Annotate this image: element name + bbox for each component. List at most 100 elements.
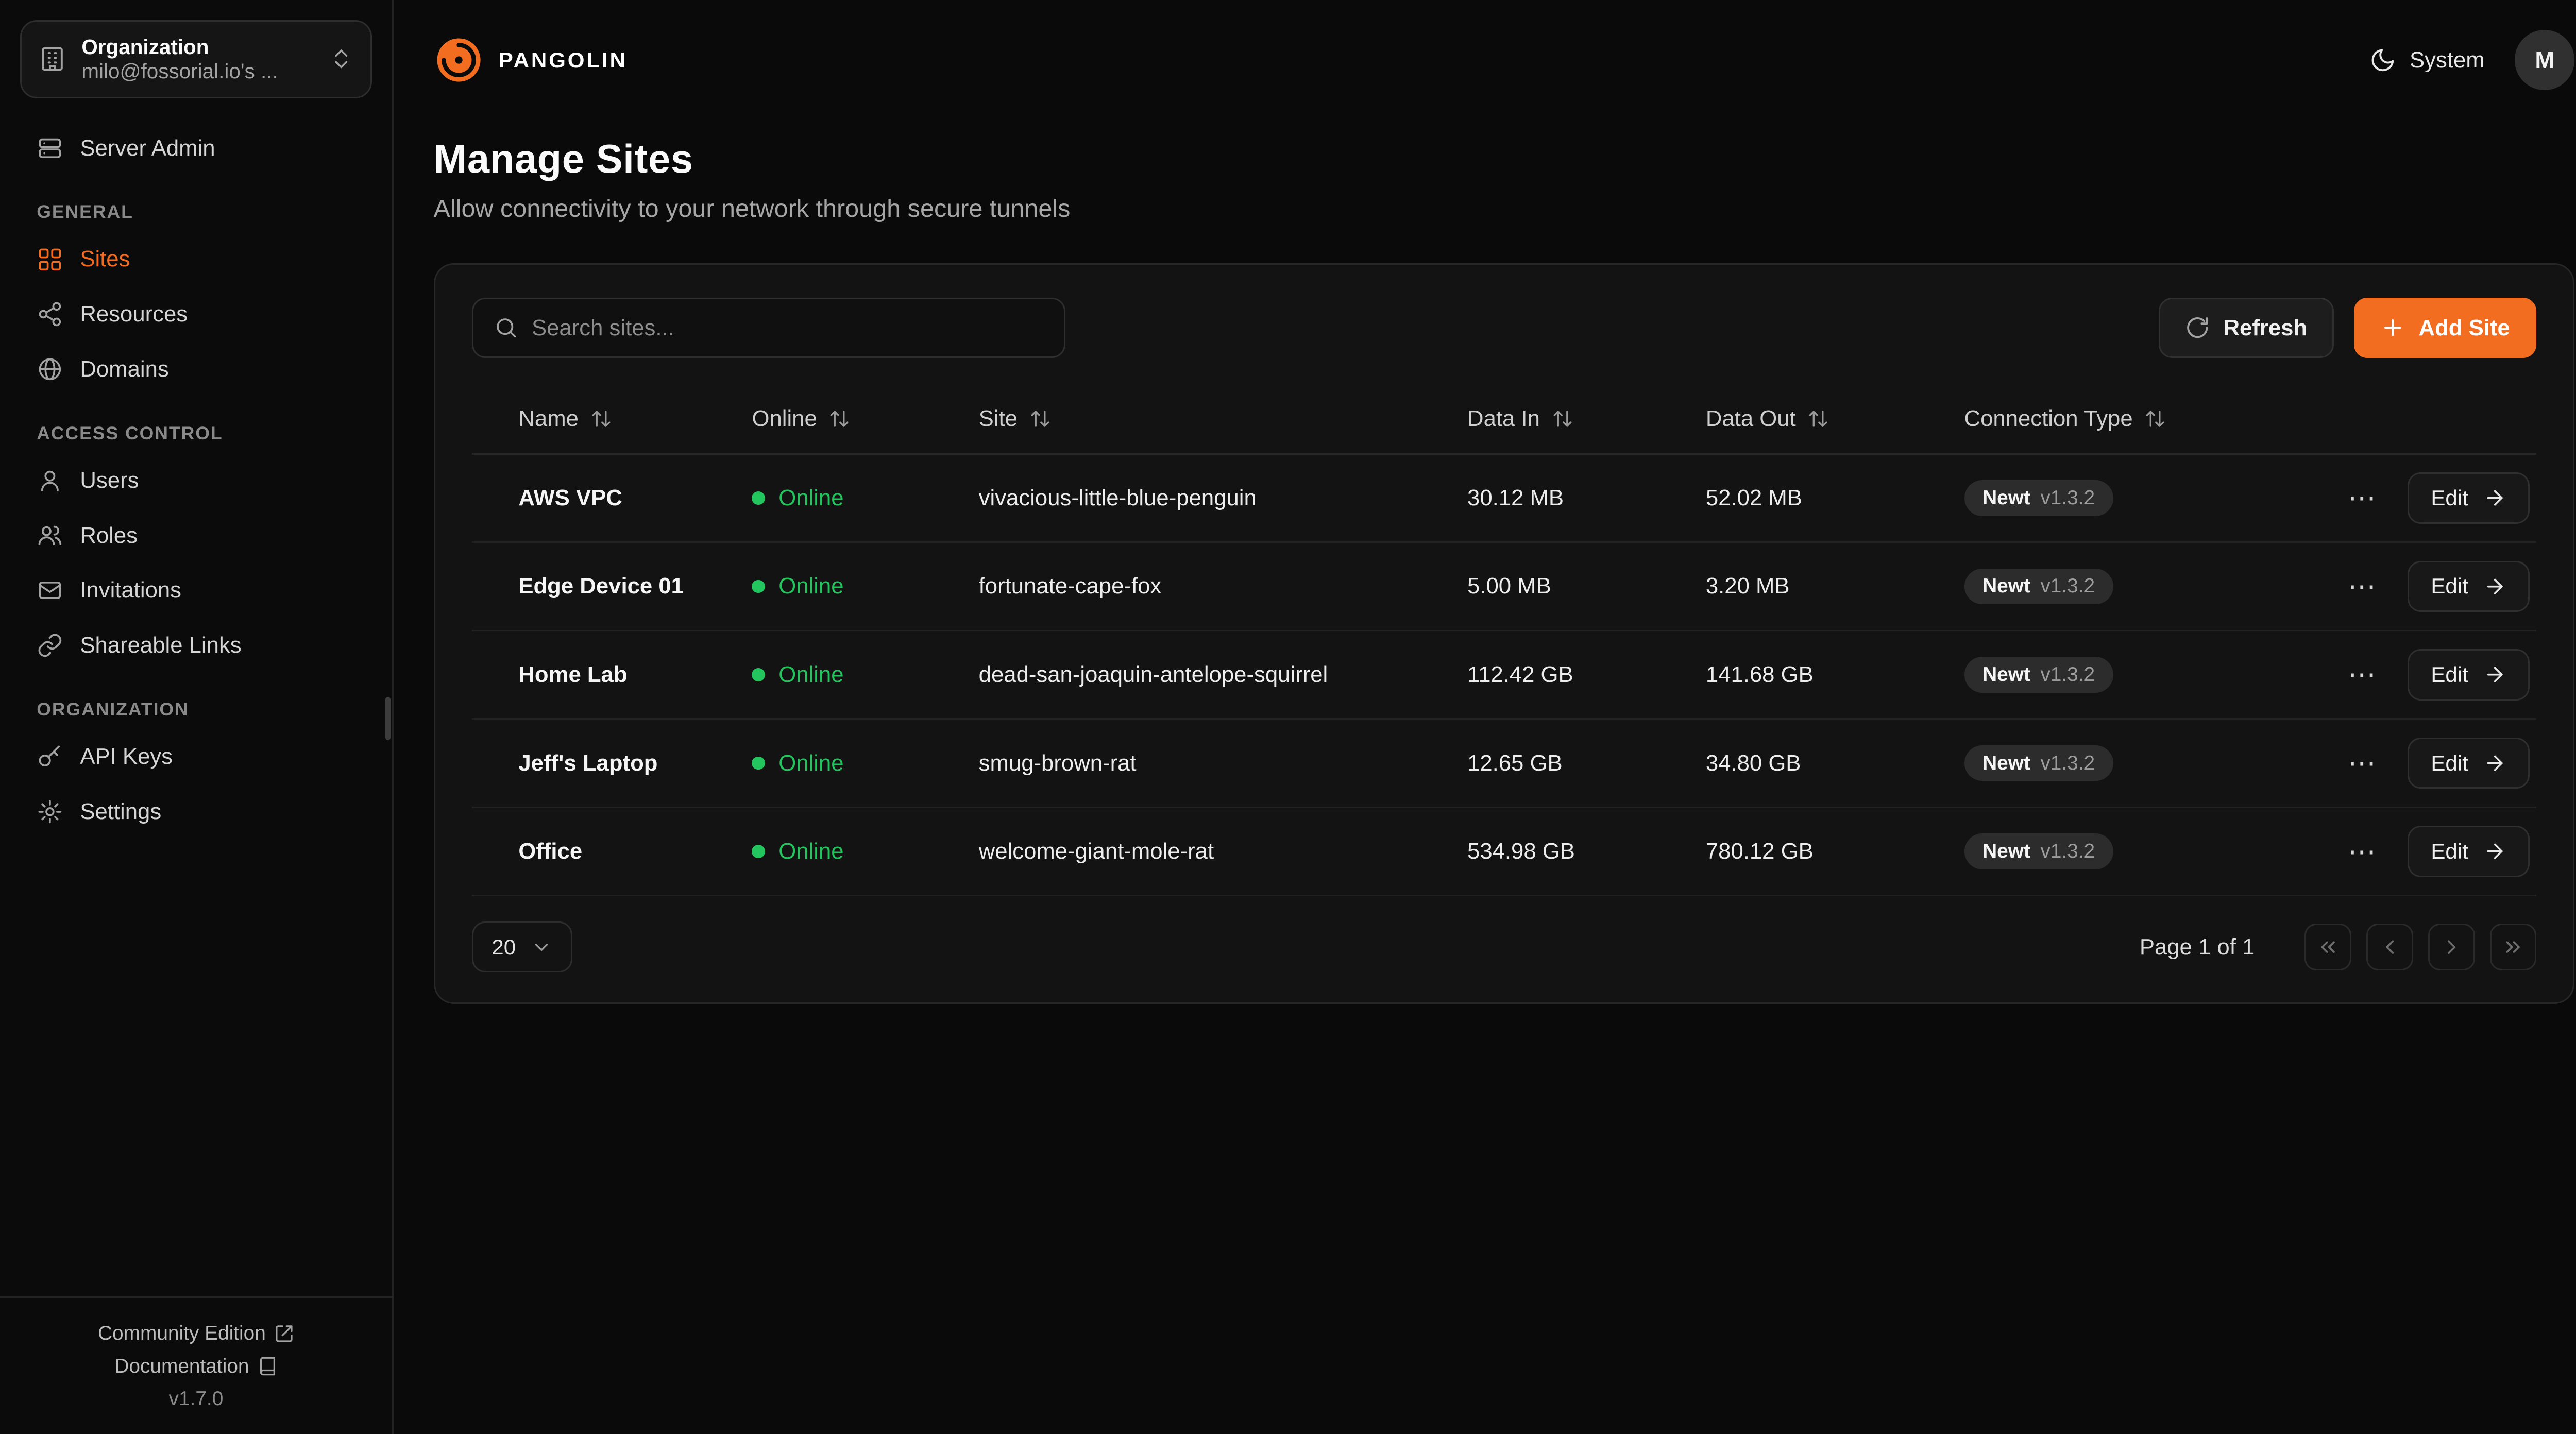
edit-button[interactable]: Edit — [2408, 472, 2530, 524]
arrow-right-icon — [2483, 752, 2506, 775]
sidebar-item-label: Resources — [80, 301, 188, 327]
refresh-button[interactable]: Refresh — [2158, 298, 2334, 358]
sidebar-footer: Community Edition Documentation v1.7.0 — [0, 1295, 392, 1434]
connection-version: v1.3.2 — [2040, 486, 2095, 509]
sidebar-item-label: Server Admin — [80, 135, 215, 161]
column-header-site[interactable]: Site — [979, 406, 1467, 432]
pangolin-logo — [434, 35, 484, 85]
column-header-name[interactable]: Name — [518, 406, 752, 432]
edit-label: Edit — [2431, 485, 2468, 510]
add-site-label: Add Site — [2418, 315, 2510, 340]
column-header-data-in[interactable]: Data In — [1467, 406, 1706, 432]
cell-actions: ⋯ Edit — [2329, 826, 2530, 877]
sidebar-item-roles[interactable]: Roles — [20, 509, 372, 562]
edit-button[interactable]: Edit — [2408, 560, 2530, 612]
org-text: Organization milo@fossorial.io's ... — [81, 35, 314, 83]
connection-name: Newt — [1982, 575, 2030, 598]
org-title: Organization — [81, 35, 209, 59]
sidebar-item-server-admin[interactable]: Server Admin — [20, 122, 372, 175]
sidebar-scrollbar[interactable] — [385, 696, 391, 741]
previous-page-button[interactable] — [2366, 924, 2413, 970]
sidebar-item-api-keys[interactable]: API Keys — [20, 730, 372, 783]
online-label: Online — [778, 839, 844, 864]
brand[interactable]: PANGOLIN — [434, 35, 628, 85]
table-row: Jeff's Laptop Online smug-brown-rat 12.6… — [471, 720, 2537, 808]
sort-icon — [828, 408, 850, 430]
online-label: Online — [778, 485, 844, 510]
cell-name: Edge Device 01 — [518, 573, 684, 599]
connection-version: v1.3.2 — [2040, 575, 2095, 598]
org-selector[interactable]: Organization milo@fossorial.io's ... — [20, 20, 372, 98]
column-label: Connection Type — [1964, 406, 2133, 432]
theme-toggle[interactable]: System — [2369, 47, 2485, 74]
cell-connection-type: Newt v1.3.2 — [1964, 568, 2330, 605]
user-icon — [37, 467, 63, 494]
link-icon — [37, 632, 63, 659]
next-page-button[interactable] — [2428, 924, 2475, 970]
section-label-access-control: ACCESS CONTROL — [37, 422, 223, 443]
cell-name: Office — [518, 839, 583, 864]
toolbar: Refresh Add Site — [471, 298, 2537, 358]
sidebar-item-shareable-links[interactable]: Shareable Links — [20, 619, 372, 672]
sidebar-item-label: Shareable Links — [80, 633, 242, 658]
arrow-right-icon — [2483, 486, 2506, 509]
row-menu-button[interactable]: ⋯ — [2344, 742, 2381, 784]
sidebar-item-resources[interactable]: Resources — [20, 287, 372, 341]
sidebar-item-sites[interactable]: Sites — [20, 233, 372, 286]
last-page-button[interactable] — [2489, 924, 2537, 970]
chevrons-up-down-icon — [329, 46, 354, 72]
pager: Page 1 of 1 — [2140, 924, 2537, 970]
sidebar-item-invitations[interactable]: Invitations — [20, 564, 372, 618]
connection-badge: Newt v1.3.2 — [1964, 833, 2113, 869]
column-header-online[interactable]: Online — [752, 406, 978, 432]
sidebar-item-domains[interactable]: Domains — [20, 343, 372, 396]
add-site-button[interactable]: Add Site — [2353, 298, 2537, 358]
search-box — [471, 298, 1065, 358]
sidebar-item-settings[interactable]: Settings — [20, 785, 372, 839]
brand-name: PANGOLIN — [498, 47, 628, 72]
row-menu-button[interactable]: ⋯ — [2344, 477, 2381, 519]
row-menu-button[interactable]: ⋯ — [2344, 566, 2381, 607]
cell-name: Jeff's Laptop — [518, 750, 658, 776]
table-row: AWS VPC Online vivacious-little-blue-pen… — [471, 455, 2537, 543]
connection-name: Newt — [1982, 663, 2030, 686]
mail-icon — [37, 577, 63, 604]
connection-name: Newt — [1982, 752, 2030, 774]
connection-version: v1.3.2 — [2040, 663, 2095, 686]
edit-button[interactable]: Edit — [2408, 649, 2530, 701]
row-menu-button[interactable]: ⋯ — [2344, 654, 2381, 696]
connection-badge: Newt v1.3.2 — [1964, 657, 2113, 693]
cell-site: fortunate-cape-fox — [978, 573, 1162, 599]
cell-data-out: 141.68 GB — [1705, 662, 1814, 687]
arrow-right-icon — [2483, 575, 2506, 598]
cell-actions: ⋯ Edit — [2329, 560, 2530, 612]
first-page-button[interactable] — [2304, 924, 2352, 970]
cell-site: welcome-giant-mole-rat — [978, 839, 1214, 864]
main-area: PANGOLIN System M Manage Sites Allow con… — [394, 0, 2576, 1434]
sidebar-item-users[interactable]: Users — [20, 454, 372, 507]
community-edition-link[interactable]: Community Edition — [16, 1318, 375, 1350]
cell-connection-type: Newt v1.3.2 — [1964, 745, 2330, 781]
online-label: Online — [778, 750, 844, 776]
cell-site: smug-brown-rat — [978, 750, 1137, 776]
refresh-label: Refresh — [2223, 315, 2308, 340]
user-avatar[interactable]: M — [2514, 30, 2575, 90]
cell-data-in: 534.98 GB — [1467, 839, 1575, 864]
column-header-data-out[interactable]: Data Out — [1706, 406, 1964, 432]
section-label-organization: ORGANIZATION — [37, 698, 189, 720]
sidebar-item-label: Roles — [80, 522, 138, 548]
cell-actions: ⋯ Edit — [2329, 649, 2530, 701]
online-label: Online — [778, 662, 844, 687]
column-header-connection-type[interactable]: Connection Type — [1964, 406, 2330, 432]
page-size-select[interactable]: 20 — [471, 921, 572, 973]
edit-button[interactable]: Edit — [2408, 737, 2530, 789]
sort-icon — [590, 408, 612, 430]
page-content: Manage Sites Allow connectivity to your … — [394, 120, 2576, 1004]
search-input[interactable] — [532, 315, 1044, 341]
row-menu-button[interactable]: ⋯ — [2344, 831, 2381, 873]
edit-button[interactable]: Edit — [2408, 826, 2530, 877]
cell-online: Online — [752, 573, 978, 599]
sidebar-nav: Server Admin GENERAL Sites Resources — [0, 118, 392, 840]
documentation-link[interactable]: Documentation — [16, 1350, 375, 1382]
